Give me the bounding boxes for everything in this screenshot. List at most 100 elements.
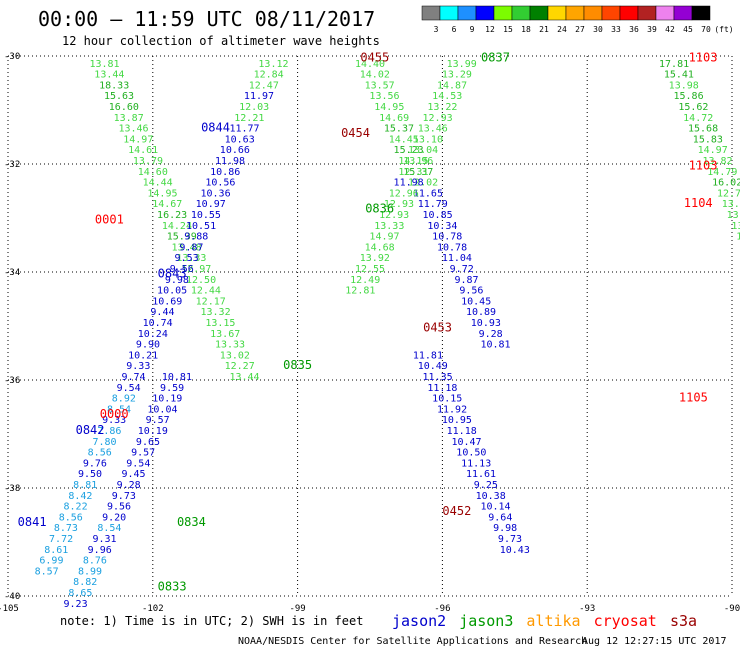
footer-note: note: 1) Time is in UTC; 2) SWH is in fe… xyxy=(60,614,363,628)
wave-height-label: 13.02 xyxy=(736,232,740,243)
wave-height-label: 8.73 xyxy=(54,523,78,534)
wave-height-label: 13.51 xyxy=(727,210,740,221)
wave-height-label: 14.95 xyxy=(374,102,404,113)
pass-time-label: 0837 xyxy=(481,50,510,64)
wave-height-label: 9.76 xyxy=(83,458,107,469)
colorbar-swatch xyxy=(511,5,531,21)
wave-height-label: 10.89 xyxy=(466,307,496,318)
wave-height-label: 9.65 xyxy=(136,437,160,448)
wave-height-label: 8.76 xyxy=(83,556,107,567)
wave-height-label: 12.81 xyxy=(345,286,375,297)
pass-time-label: 0843 xyxy=(158,266,187,280)
wave-height-label: 10.97 xyxy=(196,199,226,210)
colorbar-tick: 21 xyxy=(539,25,549,34)
wave-height-label: 9.90 xyxy=(136,340,160,351)
wave-height-label: 10.78 xyxy=(437,242,467,253)
pass-time-label: 0454 xyxy=(341,126,370,140)
wave-height-label: 14.97 xyxy=(698,145,728,156)
x-tick-label: -96 xyxy=(434,604,450,614)
wave-height-label: 10.93 xyxy=(471,318,501,329)
axes: -105 -102 -99 -96 -93 -90 -30 -32 -34 -36 -38 -40 xyxy=(0,52,740,614)
wave-height-label: 9.98 xyxy=(493,523,517,534)
y-tick-label: -32 xyxy=(4,160,20,170)
colorbar-swatch xyxy=(565,5,585,21)
wave-height-label: 17.81 xyxy=(659,59,689,70)
wave-height-label: 9.33 xyxy=(126,361,150,372)
wave-height-label: 8.56 xyxy=(59,512,83,523)
wave-height-label: 9.31 xyxy=(92,534,116,545)
wave-height-label: 11.81 xyxy=(413,350,443,361)
wave-height-label: 13.29 xyxy=(442,70,472,81)
wave-height-label: 12.84 xyxy=(254,70,284,81)
wave-height-label: 9.53 xyxy=(175,253,199,264)
wave-height-label: 9.45 xyxy=(121,469,145,480)
wave-height-label: 11.98 xyxy=(215,156,245,167)
wave-height-label: 13.48 xyxy=(172,242,202,253)
legend: jason2 jason3 altika cryosat s3a xyxy=(392,612,697,630)
wave-height-label: 9.56 xyxy=(459,286,483,297)
colorbar-tick: 24 xyxy=(557,25,567,34)
wave-height-label: 6.99 xyxy=(39,556,63,567)
wave-height-label: 9.59 xyxy=(160,383,184,394)
colorbar-tick: 45 xyxy=(683,25,693,34)
wave-height-label: 15.23 xyxy=(394,145,424,156)
wave-height-label: 12.93 xyxy=(379,210,409,221)
wave-height-label: 9.20 xyxy=(102,512,126,523)
wave-height-label: 10.86 xyxy=(210,167,240,178)
colorbar-swatch xyxy=(637,5,657,21)
wave-height-label: 12.31 xyxy=(398,167,428,178)
legend-s3a: s3a xyxy=(670,612,697,630)
colorbar-tick: 70 xyxy=(701,25,711,34)
wave-height-label: 14.61 xyxy=(128,145,158,156)
wave-height-label: 10.78 xyxy=(432,232,462,243)
wave-height-label: 18.33 xyxy=(99,80,129,91)
wave-height-label: 10.81 xyxy=(162,372,192,383)
data-points: 13.8113.4418.3315.6316.6013.8713.4614.97… xyxy=(35,59,740,610)
x-tick-label: -93 xyxy=(579,604,595,614)
wave-height-label: 11.65 xyxy=(413,188,443,199)
chart-title: 00:00 – 11:59 UTC 08/11/2017 xyxy=(38,7,375,31)
wave-height-label: 14.68 xyxy=(365,242,395,253)
wave-height-label: 10.19 xyxy=(152,394,182,405)
colorbar-swatch xyxy=(439,5,459,21)
wave-height-label: 9.25 xyxy=(474,480,498,491)
wave-height-label: 13.81 xyxy=(89,59,119,70)
wave-height-label: 9.44 xyxy=(150,307,174,318)
colorbar-swatch xyxy=(601,5,621,21)
wave-height-label: 12.55 xyxy=(355,264,385,275)
wave-height-label: 15.86 xyxy=(674,91,704,102)
wave-height-label: 9.73 xyxy=(112,491,136,502)
footer-credit: NOAA/NESDIS Center for Satellite Applica… xyxy=(238,636,587,647)
x-tick-label: -102 xyxy=(142,604,164,614)
wave-height-label: 9.64 xyxy=(488,512,512,523)
wave-height-label: 13.57 xyxy=(365,80,395,91)
colorbar-swatch xyxy=(421,5,441,21)
wave-height-label: 11.18 xyxy=(447,426,477,437)
wave-height-label: 7.86 xyxy=(97,426,121,437)
wave-height-label: 9.73 xyxy=(498,534,522,545)
wave-height-label: 15.37 xyxy=(384,124,414,135)
colorbar-tick: 3 xyxy=(434,25,439,34)
wave-height-label: 14.45 xyxy=(389,134,419,145)
wave-height-label: 13.46 xyxy=(418,124,448,135)
chart-subtitle: 12 hour collection of altimeter wave hei… xyxy=(62,34,380,48)
colorbar-tick: 42 xyxy=(665,25,675,34)
wave-height-label: 7.72 xyxy=(49,534,73,545)
colorbar-tick: 15 xyxy=(503,25,513,34)
wave-height-label: 13.46 xyxy=(118,124,148,135)
wave-height-label: 13.44 xyxy=(229,372,259,383)
wave-height-label: 14.72 xyxy=(683,113,713,124)
wave-height-label: 13.76 xyxy=(722,199,740,210)
pass-time-label: 1104 xyxy=(684,196,713,210)
colorbar-swatch xyxy=(547,5,567,21)
wave-height-label: 10.14 xyxy=(480,502,510,513)
wave-height-label: 14.97 xyxy=(369,232,399,243)
wave-height-label: 12.97 xyxy=(181,264,211,275)
wave-height-label: 13.22 xyxy=(427,102,457,113)
pass-time-label: 0841 xyxy=(18,515,47,529)
wave-height-label: 10.63 xyxy=(225,134,255,145)
wave-height-label: 9.28 xyxy=(117,480,141,491)
legend-altika: altika xyxy=(526,612,580,630)
colorbar-swatch xyxy=(673,5,693,21)
wave-height-label: 15.68 xyxy=(688,124,718,135)
